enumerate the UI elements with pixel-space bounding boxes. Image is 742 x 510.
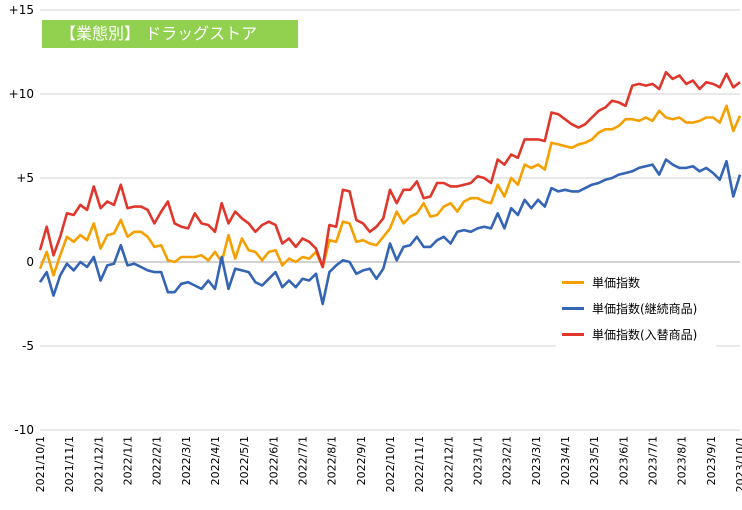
chart-title: 【業態別】 ドラッグストア — [42, 20, 298, 48]
x-tick-label: 2022/1/1 — [122, 436, 135, 485]
y-tick-label: 0 — [26, 255, 34, 269]
legend-swatch — [562, 332, 584, 336]
x-tick-label: 2022/7/1 — [297, 436, 310, 485]
y-tick-label: -10 — [14, 423, 34, 437]
x-tick-label: 2023/7/1 — [647, 436, 660, 485]
y-axis-ticks: +15 +10 +5 0 -5 -10 — [9, 3, 34, 437]
y-tick-label: +10 — [9, 87, 34, 101]
x-tick-label: 2023/9/1 — [705, 436, 718, 485]
legend-item-continuing-products: 単価指数(継続商品) — [562, 298, 697, 318]
legend-swatch — [562, 306, 584, 310]
x-tick-label: 2023/2/1 — [501, 436, 514, 485]
x-tick-label: 2022/8/1 — [326, 436, 339, 485]
x-tick-label: 2022/12/1 — [442, 436, 455, 492]
x-tick-label: 2023/5/1 — [588, 436, 601, 485]
series-line-0 — [38, 104, 742, 277]
x-tick-label: 2021/10/1 — [34, 436, 47, 492]
series-line-2 — [38, 70, 741, 269]
legend-label: 単価指数(入替商品) — [592, 327, 698, 342]
x-tick-label: 2022/3/1 — [180, 436, 193, 485]
x-tick-label: 2022/5/1 — [238, 436, 251, 485]
y-tick-label: -5 — [22, 339, 34, 353]
x-tick-label: 2021/11/1 — [63, 436, 76, 492]
x-axis-ticks: 2021/10/1 2021/11/1 2021/12/1 2022/1/1 2022/… — [34, 436, 742, 492]
legend-item-unit-price-index: 単価指数 — [562, 272, 640, 292]
y-tick-label: +5 — [16, 171, 34, 185]
x-tick-label: 2023/8/1 — [676, 436, 689, 485]
x-tick-label: 2023/10/1 — [734, 436, 742, 492]
x-tick-label: 2022/11/1 — [413, 436, 426, 492]
x-tick-label: 2023/3/1 — [530, 436, 543, 485]
x-tick-label: 2023/4/1 — [559, 436, 572, 485]
x-tick-label: 2022/9/1 — [355, 436, 368, 485]
legend-label: 単価指数(継続商品) — [592, 301, 698, 316]
gridlines — [40, 9, 740, 431]
legend-label: 単価指数 — [592, 275, 641, 290]
x-tick-label: 2022/10/1 — [384, 436, 397, 492]
x-tick-label: 2023/6/1 — [617, 436, 630, 485]
series-lines — [38, 70, 742, 306]
legend: 単価指数 単価指数(継続商品) 単価指数(入替商品) — [556, 268, 716, 348]
x-tick-label: 2021/12/1 — [92, 436, 105, 492]
legend-swatch — [562, 280, 584, 284]
x-tick-label: 2022/4/1 — [209, 436, 222, 485]
legend-item-replaced-products: 単価指数(入替商品) — [562, 324, 697, 344]
series-line-1 — [38, 158, 742, 306]
x-tick-label: 2022/6/1 — [267, 436, 280, 485]
x-tick-label: 2022/2/1 — [151, 436, 164, 485]
y-tick-label: +15 — [9, 3, 34, 17]
x-tick-label: 2023/1/1 — [472, 436, 485, 485]
